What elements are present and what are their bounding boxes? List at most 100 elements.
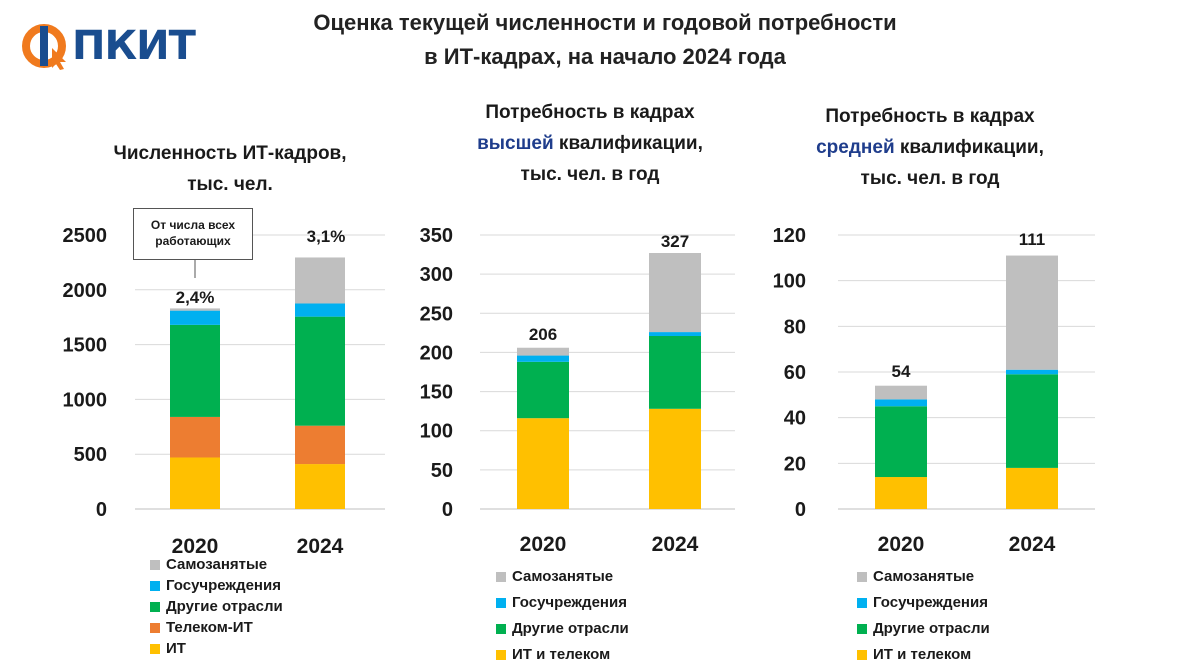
legend-swatch [150,580,160,591]
page-title-line-2: в ИТ-кадрах, на начало 2024 года [424,44,786,69]
page-title-line-1: Оценка текущей численности и годовой пот… [313,10,897,35]
legend-chart-2: Самозанятые Госучреждения Другие отрасли ИТ… [496,564,629,668]
bar-segment [295,464,345,509]
legend-label: Другие отрасли [512,620,629,637]
panel-3-title: Потребность в кадрах средней квалификаци… [765,101,1095,194]
legend-item: Телеком-ИТ [150,617,283,638]
legend-label: Самозанятые [873,568,975,585]
bar-segment [875,399,927,407]
bar-segment [1006,467,1058,509]
data-label: 206 [529,325,557,344]
panel-1-title-line-2: тыс. чел. [187,174,273,195]
panel-2-title-line-2: высшей квалификации, [430,128,750,159]
data-label: 2,4% [176,288,215,307]
y-tick-label: 80 [784,316,806,338]
data-label: 111 [1019,230,1046,249]
data-label: 327 [661,232,689,251]
bar-segment [170,324,220,417]
bar-segment [517,355,569,362]
x-tick-label: 2020 [878,533,925,556]
legend-label: ИТ и телеком [512,646,611,663]
panel-2-title: Потребность в кадрах высшей квалификации… [430,97,750,190]
legend-item: ИТ [150,638,283,659]
y-tick-label: 100 [420,421,453,443]
y-tick-label: 20 [784,453,806,475]
x-tick-label: 2024 [297,535,344,558]
panel-2-title-rest: квалификации, [553,133,703,154]
legend-swatch [857,572,867,582]
legend-label: Госучреждения [512,594,627,611]
chart-1: 0 500 1000 1500 2000 2500 2020 2,4% 2024 3,1% [63,225,385,558]
panel-3-title-accent: средней [816,137,895,158]
y-tick-label: 2000 [63,280,108,302]
legend-swatch [496,598,506,608]
chart-3: 0 20 40 60 80 100 120 2020 54 2024 111 [773,225,1095,556]
y-tick-label: 60 [784,362,806,384]
panel-2-title-line-1: Потребность в кадрах [485,102,695,123]
panel-3-title-rest: квалификации, [894,137,1044,158]
legend-label: Самозанятые [512,568,614,585]
y-tick-label: 150 [420,382,453,404]
legend-item: Самозанятые [150,554,283,575]
bar-segment [517,347,569,356]
panel-3-title-line-1: Потребность в кадрах [825,106,1035,127]
legend-swatch [857,624,867,634]
legend-label: Самозанятые [166,556,268,573]
bar-segment [170,457,220,509]
y-tick-label: 250 [420,303,453,325]
logo-mark [22,22,70,70]
bar-segment [1006,255,1058,370]
y-tick-label: 0 [96,499,107,521]
bar-segment [295,425,345,465]
callout-box: От числа всех работающих [133,208,253,260]
legend-label: Госучреждения [873,594,988,611]
bar-segment [1006,369,1058,375]
data-label: 54 [892,362,911,381]
legend-label: Телеком-ИТ [166,619,253,636]
y-tick-label: 1000 [63,389,108,411]
legend-label: Другие отрасли [873,620,990,637]
logo-text: ПКИТ [72,23,196,69]
legend-item: Другие отрасли [496,616,629,642]
x-tick-label: 2020 [520,533,567,556]
logo: ПКИТ [22,20,196,72]
x-tick-label: 2024 [652,533,699,556]
legend-swatch [150,601,160,612]
panel-2-title-line-3: тыс. чел. в год [520,164,660,185]
y-tick-label: 0 [442,499,453,521]
legend-swatch [496,650,506,660]
legend-item: Самозанятые [857,564,990,590]
y-tick-label: 2500 [63,225,108,247]
legend-label: Госучреждения [166,577,281,594]
bar-segment [649,335,701,409]
x-tick-label: 2024 [1009,533,1056,556]
legend-item: Другие отрасли [857,616,990,642]
y-tick-label: 100 [773,271,806,293]
legend-item: Другие отрасли [150,596,283,617]
legend-item: ИТ и телеком [496,642,629,668]
y-tick-label: 40 [784,408,806,430]
bar-segment [649,332,701,336]
legend-label: Другие отрасли [166,598,283,615]
bar-segment [875,406,927,478]
legend-swatch [857,598,867,608]
page-title: Оценка текущей численности и годовой пот… [220,6,990,74]
bar-segment [875,385,927,400]
legend-label: ИТ и телеком [873,646,972,663]
legend-swatch [857,650,867,660]
legend-swatch [150,559,160,570]
y-tick-label: 200 [420,342,453,364]
y-tick-label: 500 [74,444,107,466]
bar-segment [517,418,569,509]
legend-item: ИТ и телеком [857,642,990,668]
legend-swatch [150,622,160,633]
y-tick-label: 1500 [63,335,108,357]
legend-item: Самозанятые [496,564,629,590]
legend-item: Госучреждения [857,590,990,616]
y-tick-label: 300 [420,264,453,286]
y-tick-label: 0 [795,499,806,521]
legend-chart-3: Самозанятые Госучреждения Другие отрасли ИТ… [857,564,990,668]
legend-swatch [496,624,506,634]
bar-segment [517,361,569,419]
